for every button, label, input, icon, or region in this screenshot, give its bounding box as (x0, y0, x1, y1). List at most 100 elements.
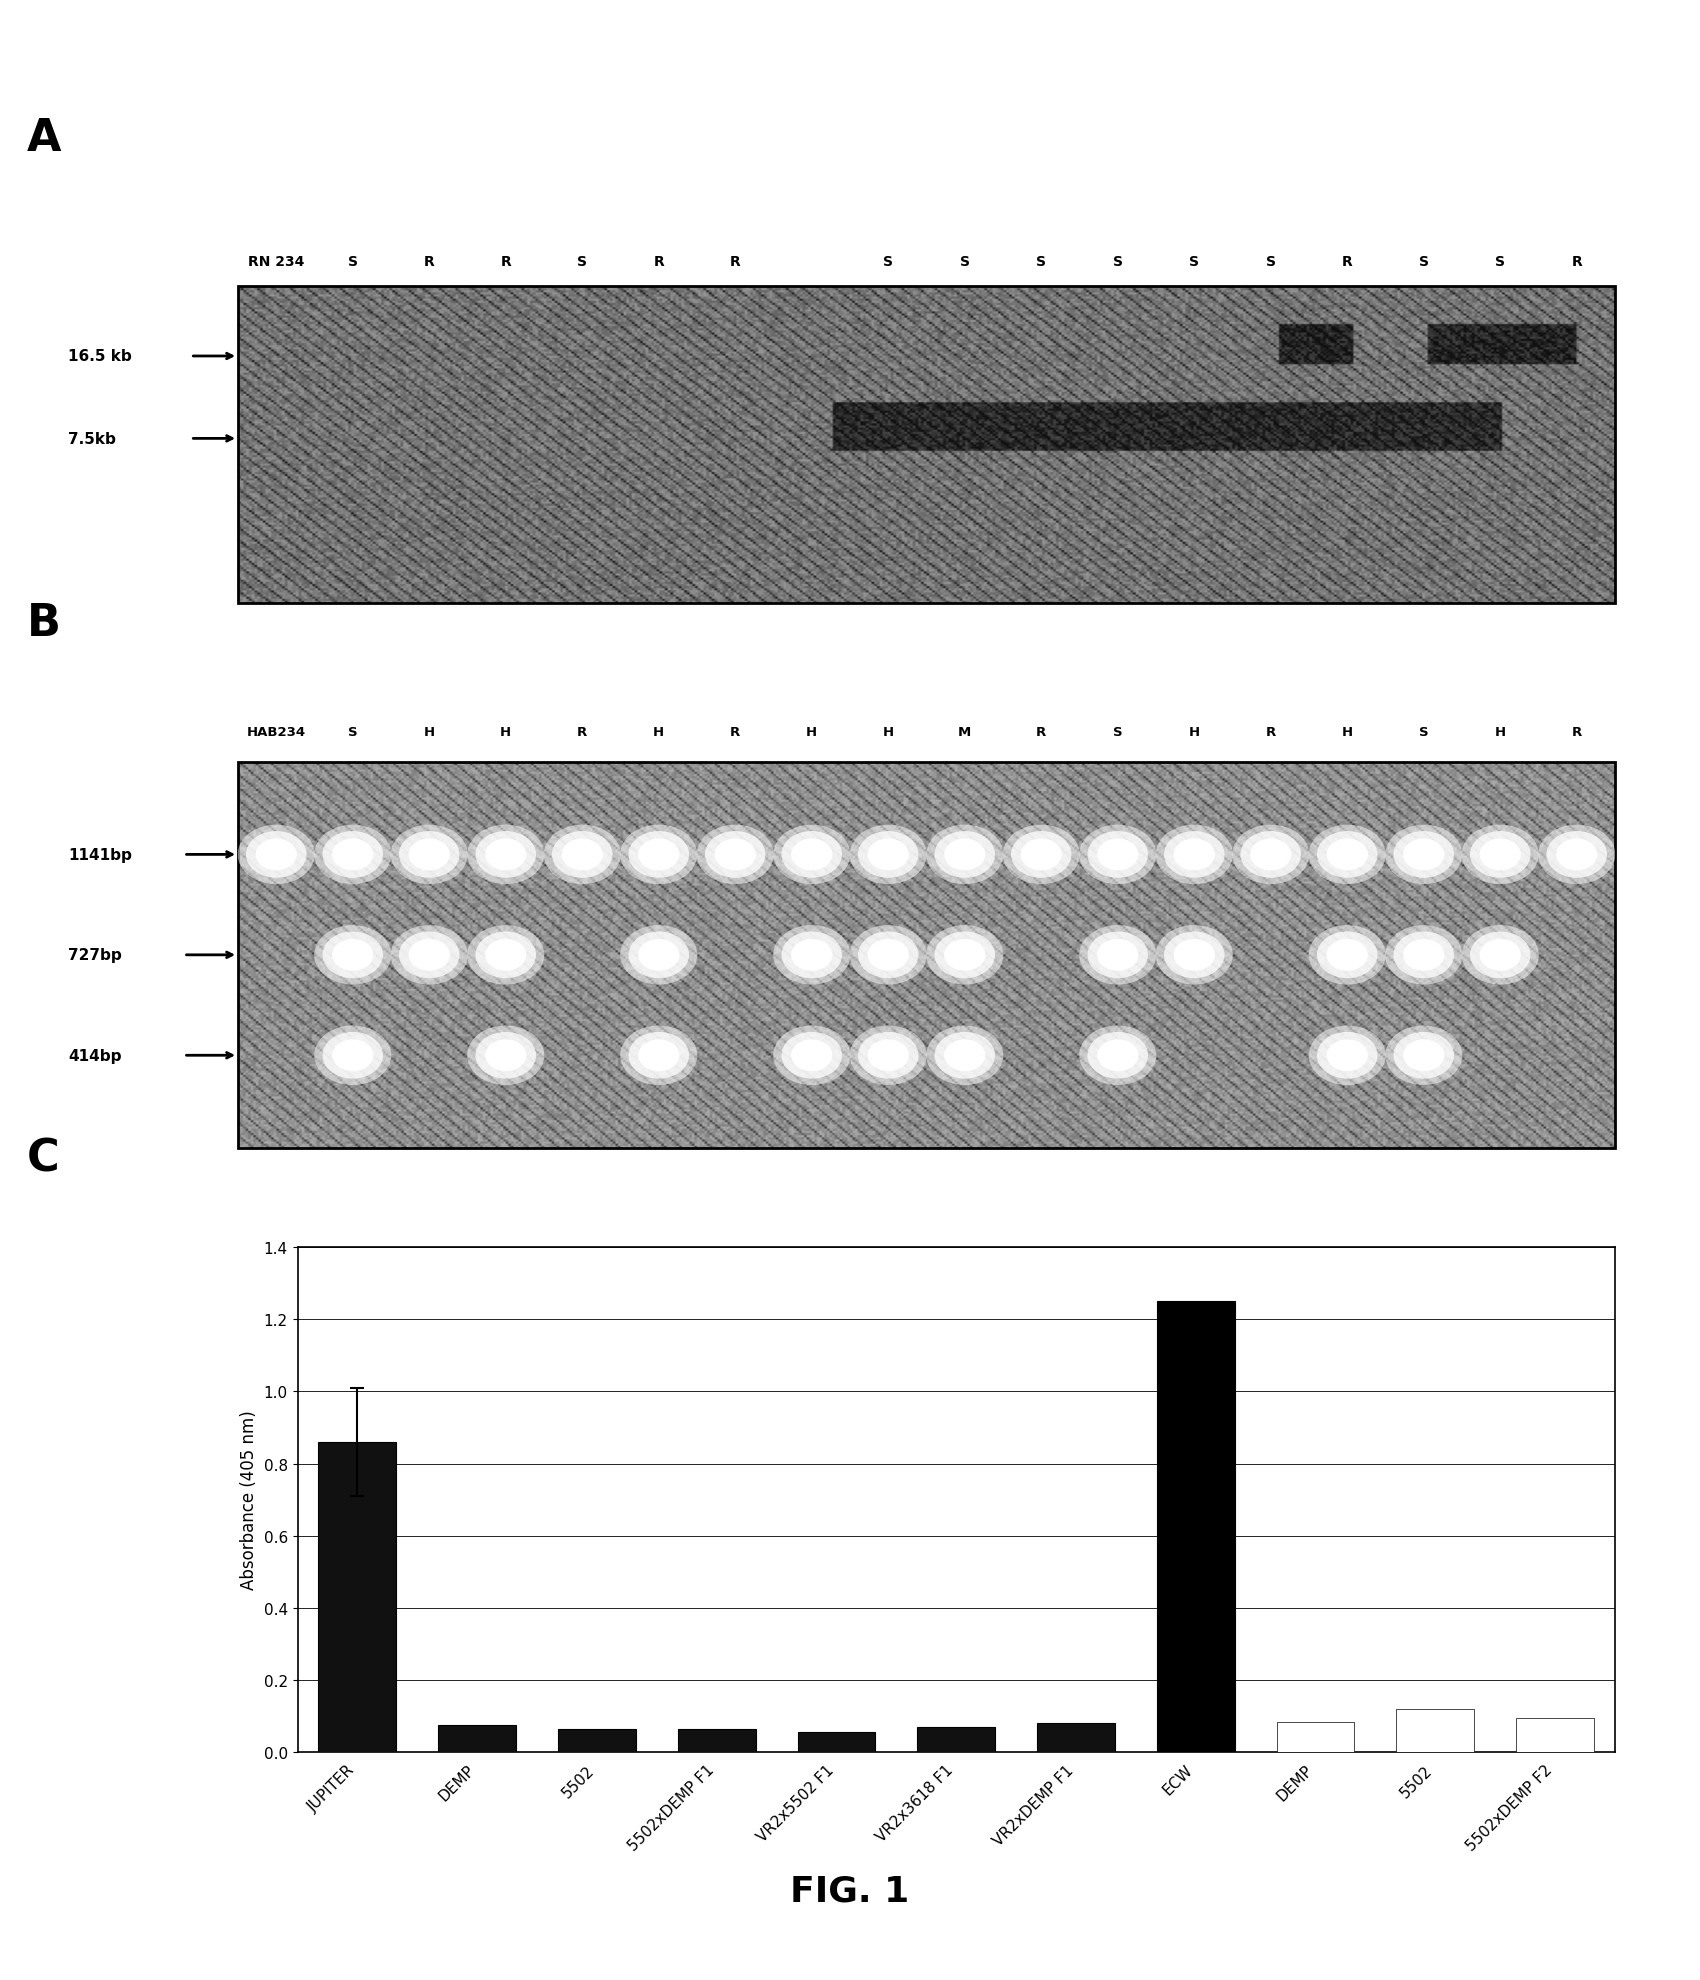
Ellipse shape (706, 832, 765, 879)
Ellipse shape (620, 826, 697, 885)
Ellipse shape (774, 1026, 850, 1085)
Text: A: A (27, 117, 61, 160)
Text: S: S (348, 727, 357, 739)
Ellipse shape (1479, 939, 1522, 972)
Ellipse shape (323, 933, 382, 978)
Ellipse shape (1326, 939, 1368, 972)
Text: R: R (1341, 255, 1353, 269)
Ellipse shape (620, 1026, 697, 1085)
Ellipse shape (476, 933, 536, 978)
Ellipse shape (1080, 826, 1156, 885)
Ellipse shape (782, 1032, 842, 1079)
Text: FIG. 1: FIG. 1 (790, 1873, 910, 1909)
Ellipse shape (314, 925, 391, 986)
Bar (1277, 1723, 1355, 1752)
Bar (918, 1727, 994, 1752)
Ellipse shape (858, 832, 918, 879)
Text: R: R (729, 255, 741, 269)
Ellipse shape (944, 1040, 986, 1071)
Ellipse shape (408, 840, 451, 871)
Text: RN 234: RN 234 (248, 255, 304, 269)
Ellipse shape (255, 840, 298, 871)
Ellipse shape (1080, 1026, 1156, 1085)
Text: S: S (1114, 727, 1122, 739)
Text: 16.5 kb: 16.5 kb (68, 348, 133, 364)
Bar (1396, 1709, 1474, 1752)
Ellipse shape (1088, 1032, 1148, 1079)
Text: R: R (1035, 727, 1047, 739)
Ellipse shape (1326, 840, 1368, 871)
Bar (439, 1725, 517, 1752)
Text: H: H (653, 727, 665, 739)
Text: C: C (27, 1137, 60, 1180)
Ellipse shape (552, 832, 612, 879)
Ellipse shape (782, 933, 842, 978)
Ellipse shape (858, 1032, 918, 1079)
Ellipse shape (1088, 933, 1148, 978)
Ellipse shape (400, 933, 459, 978)
Ellipse shape (484, 1040, 527, 1071)
Ellipse shape (1003, 826, 1080, 885)
Text: B: B (27, 602, 61, 645)
Ellipse shape (468, 925, 544, 986)
Text: S: S (1496, 255, 1504, 269)
Ellipse shape (400, 832, 459, 879)
Ellipse shape (1318, 933, 1377, 978)
Text: H: H (423, 727, 435, 739)
Ellipse shape (1309, 826, 1386, 885)
Text: 414bp: 414bp (68, 1047, 121, 1063)
Ellipse shape (774, 826, 850, 885)
Ellipse shape (323, 832, 382, 879)
Ellipse shape (1394, 1032, 1454, 1079)
Text: S: S (1266, 255, 1275, 269)
Text: H: H (806, 727, 818, 739)
Bar (797, 1732, 876, 1752)
Ellipse shape (927, 826, 1003, 885)
Text: R: R (500, 255, 512, 269)
Text: 1141bp: 1141bp (68, 847, 133, 863)
Ellipse shape (238, 826, 314, 885)
Ellipse shape (867, 840, 910, 871)
Ellipse shape (1479, 840, 1522, 871)
Ellipse shape (561, 840, 604, 871)
Text: S: S (348, 255, 357, 269)
Ellipse shape (476, 1032, 536, 1079)
Text: H: H (1341, 727, 1353, 739)
Text: R: R (1571, 727, 1583, 739)
Ellipse shape (1556, 840, 1598, 871)
Text: S: S (1420, 727, 1428, 739)
Ellipse shape (850, 1026, 927, 1085)
Ellipse shape (944, 840, 986, 871)
Text: S: S (1420, 255, 1428, 269)
Ellipse shape (1394, 832, 1454, 879)
Ellipse shape (935, 832, 994, 879)
Text: H: H (500, 727, 512, 739)
Ellipse shape (850, 826, 927, 885)
Ellipse shape (1470, 832, 1530, 879)
Ellipse shape (391, 826, 468, 885)
Ellipse shape (1096, 1040, 1139, 1071)
Ellipse shape (1241, 832, 1300, 879)
Ellipse shape (1538, 826, 1615, 885)
Ellipse shape (1394, 933, 1454, 978)
Ellipse shape (1020, 840, 1062, 871)
Ellipse shape (935, 1032, 994, 1079)
Text: R: R (423, 255, 435, 269)
Ellipse shape (1402, 1040, 1445, 1071)
Ellipse shape (858, 933, 918, 978)
Ellipse shape (1156, 925, 1232, 986)
Ellipse shape (867, 1040, 910, 1071)
Text: R: R (1571, 255, 1583, 269)
Bar (678, 1729, 755, 1752)
Y-axis label: Absorbance (405 nm): Absorbance (405 nm) (240, 1410, 258, 1590)
Ellipse shape (314, 1026, 391, 1085)
Text: H: H (1494, 727, 1506, 739)
Text: R: R (576, 727, 588, 739)
Text: 727bp: 727bp (68, 948, 122, 962)
Ellipse shape (1164, 832, 1224, 879)
Ellipse shape (1402, 939, 1445, 972)
Ellipse shape (1096, 840, 1139, 871)
Ellipse shape (782, 832, 842, 879)
Ellipse shape (638, 939, 680, 972)
Ellipse shape (1386, 925, 1462, 986)
